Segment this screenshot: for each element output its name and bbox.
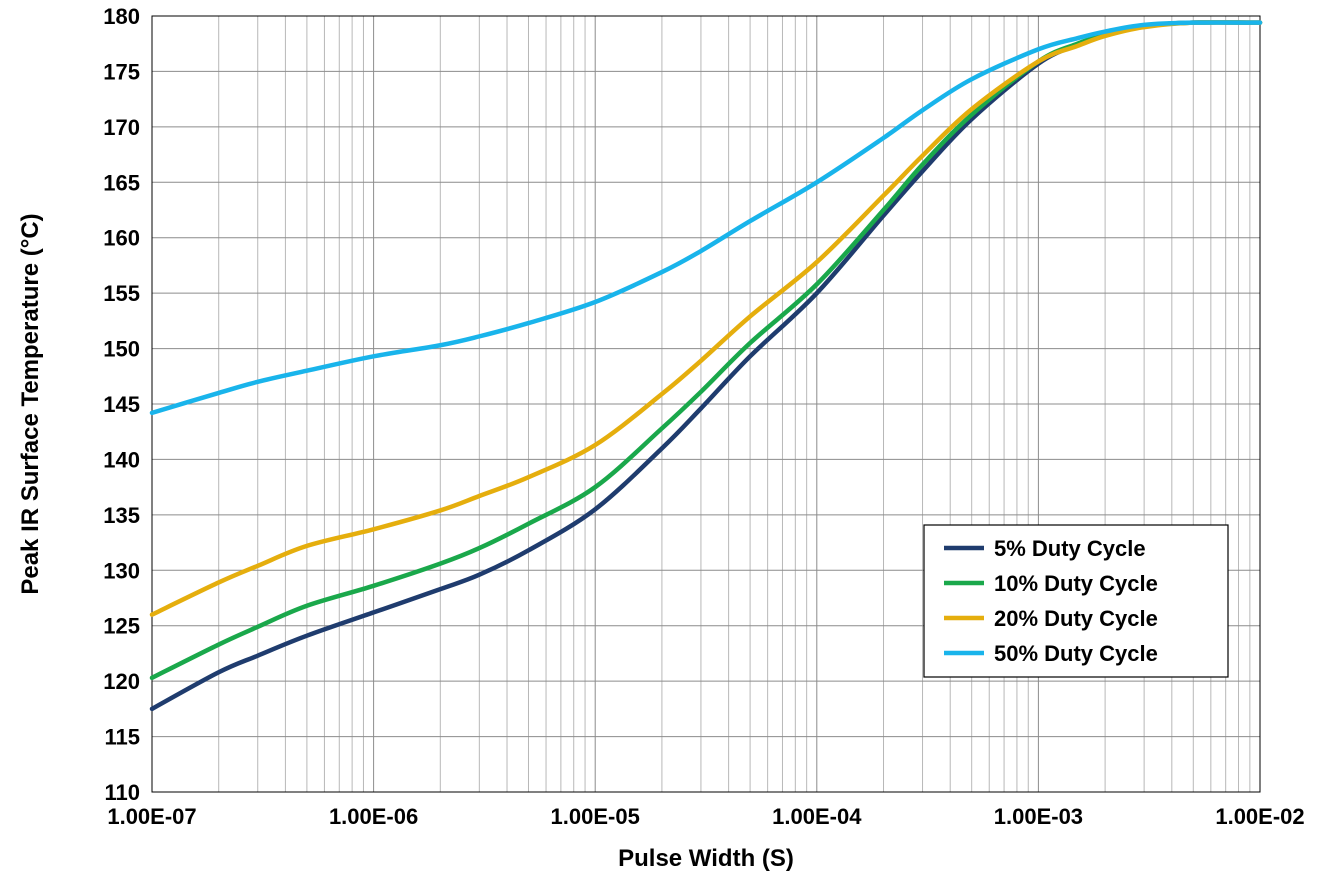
x-tick-labels: 1.00E-07 1.00E-06 1.00E-05 1.00E-04 1.00E-03… — [107, 804, 1304, 829]
series-lines — [149, 20, 1263, 712]
legend-entry-label: 10% Duty Cycle — [994, 571, 1158, 596]
y-tick-label: 110 — [105, 780, 141, 805]
y-tick-label: 160 — [103, 226, 140, 251]
y-tick-label: 175 — [103, 59, 140, 84]
y-tick-label: 140 — [103, 447, 140, 472]
x-tick-label: 1.00E-07 — [107, 804, 196, 829]
y-tick-label: 120 — [103, 669, 140, 694]
legend-entry-label: 20% Duty Cycle — [994, 606, 1158, 631]
series-line — [149, 20, 1263, 416]
plot-area-border — [151, 15, 1261, 793]
y-tick-label: 150 — [103, 337, 140, 362]
y-tick-label: 115 — [105, 725, 141, 750]
y-tick-label: 145 — [103, 392, 140, 417]
y-tick-labels: 110 115 120 125 130 135 140 145 150 155 160 165 170 1… — [103, 4, 140, 805]
legend-entry-label: 5% Duty Cycle — [994, 536, 1146, 561]
x-tick-label: 1.00E-02 — [1215, 804, 1304, 829]
y-tick-label: 180 — [103, 4, 140, 29]
x-tick-label: 1.00E-04 — [772, 804, 862, 829]
y-tick-label: 170 — [103, 115, 140, 140]
legend: 5% Duty Cycle 10% Duty Cycle 20% Duty Cycl… — [923, 524, 1229, 678]
series-line — [149, 20, 1263, 617]
x-tick-label: 1.00E-06 — [329, 804, 418, 829]
y-axis-title: Peak IR Surface Temperature (°C) — [17, 213, 44, 594]
y-tick-label: 125 — [103, 614, 140, 639]
y-tick-label: 165 — [103, 170, 140, 195]
y-tick-label: 130 — [103, 558, 140, 583]
x-tick-label: 1.00E-03 — [994, 804, 1083, 829]
y-tick-label: 155 — [103, 281, 140, 306]
legend-entry-label: 50% Duty Cycle — [994, 641, 1158, 666]
x-tick-label: 1.00E-05 — [551, 804, 640, 829]
y-tick-label: 135 — [103, 503, 140, 528]
x-axis-title: Pulse Width (S) — [618, 845, 794, 872]
